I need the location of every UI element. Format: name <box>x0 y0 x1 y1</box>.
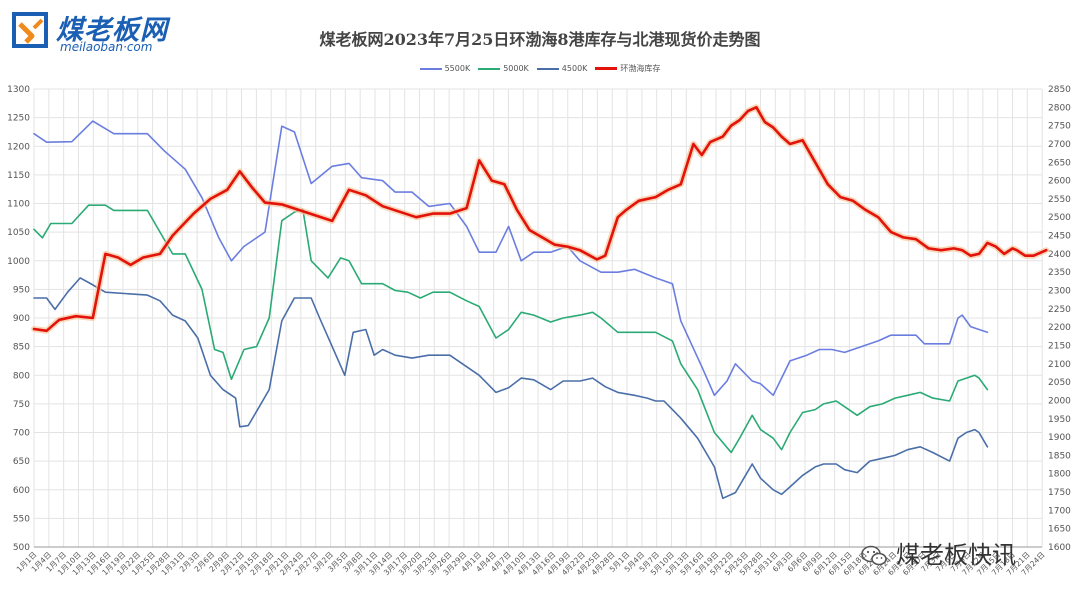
logo-wordmark: 煤老板网 <box>56 15 168 46</box>
y-tick-label-right: 1800 <box>1048 470 1071 480</box>
legend-item[interactable]: 环渤海库存 <box>595 63 660 74</box>
y-tick-label-right: 2700 <box>1048 140 1071 150</box>
y-tick-label-right: 2050 <box>1048 378 1071 388</box>
legend-label: 5000K <box>503 64 529 73</box>
legend-item[interactable]: 4500K <box>536 64 588 73</box>
y-tick-label-right: 1850 <box>1048 451 1071 461</box>
y-tick-label-right: 2750 <box>1048 122 1071 132</box>
y-tick-label-right: 2600 <box>1048 177 1071 187</box>
y-tick-label-left: 1150 <box>7 171 30 181</box>
legend-label: 4500K <box>561 64 588 73</box>
y-tick-label-right: 1900 <box>1048 433 1071 443</box>
y-tick-label-right: 2100 <box>1048 360 1071 370</box>
legend-item[interactable]: 5000K <box>478 64 529 73</box>
y-tick-label-right: 2250 <box>1048 305 1071 315</box>
y-tick-label-left: 650 <box>13 457 30 467</box>
y-tick-label-right: 2550 <box>1048 195 1071 205</box>
y-tick-label-left: 1200 <box>7 142 30 152</box>
y-tick-label-right: 2850 <box>1048 85 1071 95</box>
y-tick-label-left: 1000 <box>7 257 30 267</box>
y-tick-label-right: 1950 <box>1048 415 1071 425</box>
logo: 煤老板网 meilaoban·com <box>12 10 202 56</box>
y-tick-label-left: 950 <box>13 285 30 295</box>
y-tick-label-right: 2800 <box>1048 103 1071 113</box>
y-tick-label-right: 2200 <box>1048 323 1071 333</box>
y-tick-label-right: 2350 <box>1048 268 1071 278</box>
y-tick-label-right: 1650 <box>1048 525 1071 535</box>
watermark-text: 煤老板快讯 <box>896 541 1016 569</box>
legend-swatch <box>419 67 442 70</box>
y-tick-label-right: 2650 <box>1048 158 1071 168</box>
chart-title: 煤老板网2023年7月25日环渤海8港库存与北港现货价走势图 <box>319 30 761 49</box>
chart-legend: 5500K 5000K 4500K 环渤海库存 <box>0 63 1080 74</box>
y-tick-label-left: 850 <box>13 343 30 353</box>
series-line <box>32 106 1048 333</box>
y-tick-label-left: 600 <box>13 486 30 496</box>
series-line <box>33 204 989 454</box>
series-line <box>33 277 989 500</box>
y-tick-label-left: 1050 <box>7 228 30 238</box>
y-tick-label-left: 700 <box>13 429 30 439</box>
y-tick-label-right: 2450 <box>1048 232 1071 242</box>
legend-swatch <box>595 67 618 70</box>
series-line <box>33 120 989 397</box>
y-tick-label-left: 550 <box>13 514 30 524</box>
watermark: 煤老板快讯 <box>860 535 1016 570</box>
y-tick-label-left: 1100 <box>7 200 30 210</box>
legend-label: 5500K <box>444 64 471 73</box>
legend-item[interactable]: 5500K <box>419 64 471 73</box>
y-tick-label-right: 2150 <box>1048 341 1071 351</box>
y-tick-label-right: 1700 <box>1048 506 1071 516</box>
y-tick-label-right: 2500 <box>1048 213 1071 223</box>
wechat-icon <box>861 545 887 566</box>
y-tick-label-left: 500 <box>13 543 30 553</box>
y-tick-label-left: 900 <box>13 314 30 324</box>
logo-domain: meilaoban·com <box>60 40 153 54</box>
legend-label: 环渤海库存 <box>620 64 661 73</box>
y-tick-label-left: 800 <box>13 371 30 381</box>
y-tick-label-right: 2000 <box>1048 396 1071 406</box>
y-tick-label-right: 2300 <box>1048 287 1071 297</box>
meilaoban-logo-icon <box>12 12 48 48</box>
y-tick-label-right: 2400 <box>1048 250 1071 260</box>
y-tick-label-left: 1300 <box>7 85 30 95</box>
y-tick-label-left: 750 <box>13 400 30 410</box>
legend-swatch <box>478 67 501 70</box>
y-tick-label-right: 1600 <box>1048 543 1071 553</box>
y-tick-label-left: 1250 <box>7 114 30 124</box>
y-tick-label-right: 1750 <box>1048 488 1071 498</box>
legend-swatch <box>536 67 559 70</box>
